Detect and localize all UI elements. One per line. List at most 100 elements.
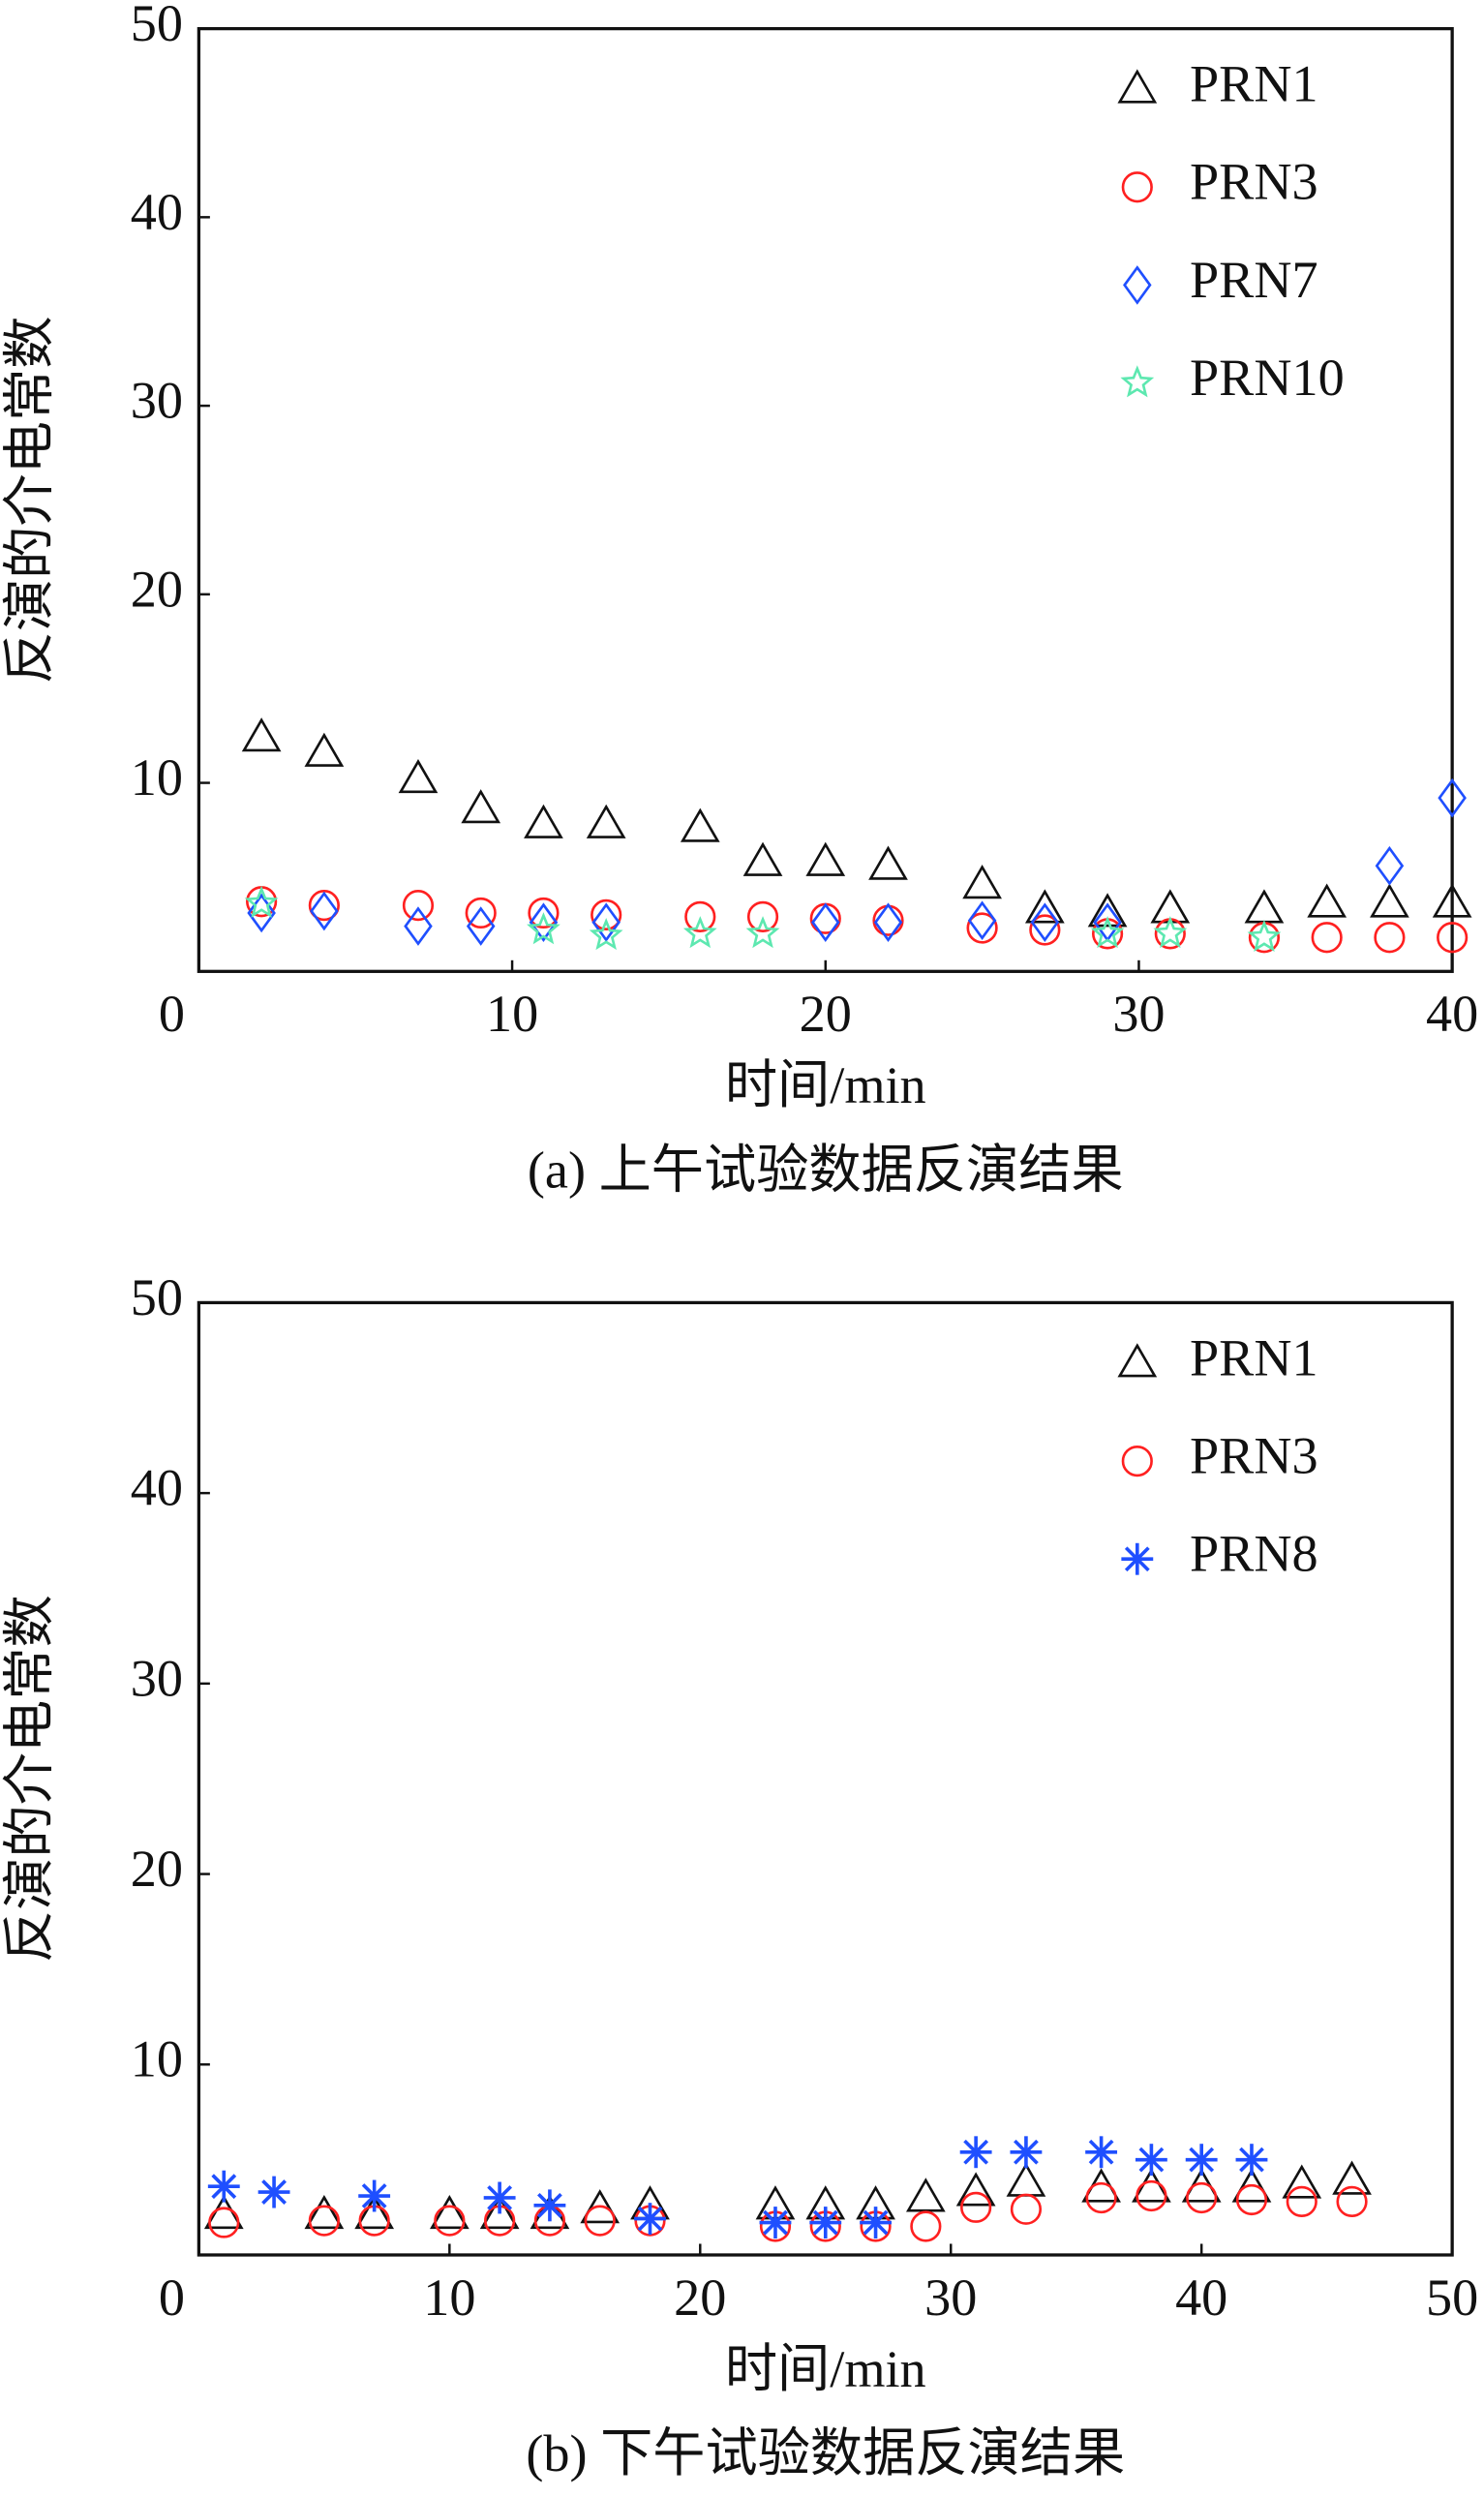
asterisk-stroke <box>1014 2139 1039 2165</box>
y-tick-label: 20 <box>131 560 183 618</box>
data-point <box>1244 889 1285 924</box>
data-point <box>759 2207 792 2239</box>
asterisk-stroke <box>812 2209 838 2236</box>
data-point <box>1185 2144 1218 2177</box>
legend-label: PRN3 <box>1190 1427 1318 1485</box>
data-point <box>805 841 846 876</box>
legend-marker <box>1117 69 1158 104</box>
legend-marker <box>1117 1343 1158 1378</box>
data-point <box>967 900 997 941</box>
data-point <box>247 893 276 933</box>
x-tick-label: 10 <box>423 2269 475 2327</box>
data-point <box>962 865 1002 899</box>
data-point <box>398 758 439 794</box>
data-point <box>1307 883 1348 918</box>
data-point <box>955 2172 996 2207</box>
x-tick-label: 30 <box>924 2269 977 2327</box>
x-tick-label: 0 <box>159 2269 185 2327</box>
data-point <box>434 2205 466 2237</box>
data-point <box>586 804 626 838</box>
y-tick-label: 30 <box>131 372 183 430</box>
data-point <box>208 2207 240 2238</box>
data-point <box>1081 2168 1121 2203</box>
legend-label: PRN8 <box>1190 1525 1318 1583</box>
data-point <box>584 2205 616 2237</box>
data-point <box>1006 2162 1046 2197</box>
data-point <box>1085 2136 1118 2169</box>
asterisk-stroke <box>1138 2147 1165 2173</box>
data-point <box>1247 919 1282 953</box>
data-point <box>483 2181 516 2214</box>
data-point <box>304 2194 345 2230</box>
x-tick-label: 50 <box>1426 2269 1478 2327</box>
legend-marker <box>1121 171 1153 203</box>
x-tick-label: 40 <box>1175 2269 1227 2327</box>
data-point <box>241 717 282 752</box>
data-point <box>529 902 559 943</box>
data-point <box>745 916 780 949</box>
caption: (a) 上午试验数据反演结果 <box>528 1141 1124 1199</box>
data-point <box>959 2136 992 2169</box>
legend-label: PRN3 <box>1190 153 1318 211</box>
data-point <box>528 897 560 929</box>
y-axis-label: 反演的介电常数 <box>1 317 59 685</box>
data-point <box>860 2207 892 2239</box>
data-point <box>1286 2185 1317 2218</box>
x-axis-label: 时间/min <box>725 1056 926 1114</box>
plot-frame <box>197 1300 1454 2257</box>
x-tick-label: 20 <box>800 985 852 1043</box>
asterisk-stroke <box>1189 2147 1215 2173</box>
data-point <box>1010 2136 1043 2169</box>
data-point <box>527 912 560 945</box>
data-point <box>910 2210 942 2242</box>
asterisk-stroke <box>537 2192 562 2218</box>
data-point <box>354 2194 395 2230</box>
data-point <box>1336 2185 1368 2218</box>
asterisk-stroke <box>963 2139 989 2165</box>
data-point <box>257 2176 290 2208</box>
caption: (b) 下午试验数据反演结果 <box>526 2424 1125 2482</box>
data-point <box>591 902 621 943</box>
data-point <box>1231 2168 1272 2203</box>
data-point <box>1087 893 1128 928</box>
y-tick-label: 10 <box>131 2030 183 2088</box>
y-tick-label: 50 <box>131 1268 183 1326</box>
data-point <box>308 890 340 922</box>
x-axis-label: 时间/min <box>725 2340 926 2398</box>
asterisk-stroke <box>211 2174 237 2200</box>
asterisk-stroke <box>261 2179 287 2205</box>
data-point <box>1438 777 1467 818</box>
data-point <box>1235 2144 1268 2177</box>
data-point <box>1136 2179 1167 2212</box>
data-point <box>1186 2181 1218 2214</box>
legend-marker <box>1121 1542 1154 1575</box>
data-point <box>684 900 716 932</box>
data-point <box>1432 883 1472 918</box>
data-point <box>746 900 779 932</box>
data-point <box>308 2205 340 2237</box>
data-point <box>1370 883 1409 918</box>
data-point <box>1282 2164 1322 2199</box>
x-tick-label: 10 <box>486 985 538 1043</box>
x-tick-label: 30 <box>1112 985 1165 1043</box>
legend-marker <box>1121 1445 1153 1477</box>
x-tick-label: 0 <box>159 985 185 1043</box>
data-point <box>1235 2183 1268 2216</box>
data-point <box>461 789 501 824</box>
data-point <box>304 732 345 767</box>
data-point <box>589 918 623 951</box>
y-tick-label: 40 <box>131 1459 183 1517</box>
asterisk-stroke <box>1239 2147 1264 2173</box>
data-point <box>207 2170 240 2203</box>
data-point <box>533 2189 566 2222</box>
data-point <box>1030 902 1060 943</box>
data-point <box>310 891 339 931</box>
legend-label: PRN1 <box>1190 1328 1318 1386</box>
asterisk-stroke <box>1088 2139 1114 2165</box>
data-point <box>1090 916 1125 949</box>
data-point <box>1029 914 1061 946</box>
data-point <box>1375 845 1405 886</box>
legend-label: PRN1 <box>1190 55 1318 113</box>
data-point <box>1332 2160 1372 2195</box>
